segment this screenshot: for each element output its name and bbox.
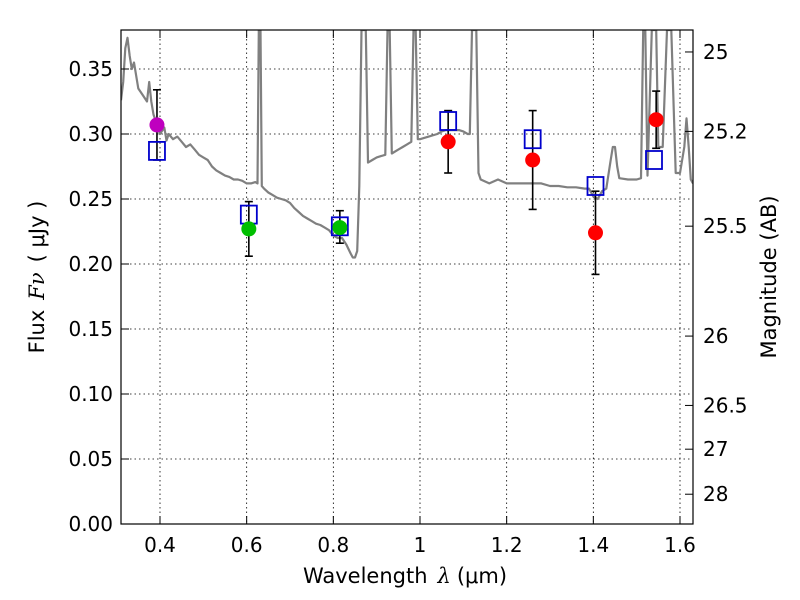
y-axis-label: FluxFν( μJy ) (25, 201, 49, 354)
model-box (523, 129, 542, 150)
y-tick-label: 0.10 (68, 382, 113, 406)
y-tick-label: 0.25 (68, 187, 113, 211)
grid (121, 30, 693, 524)
observed-point (648, 112, 664, 128)
y-tick-label: 0.15 (68, 317, 113, 341)
y-tick-label: 0.20 (68, 252, 113, 276)
model-box (645, 150, 663, 170)
y-tick-label: 0.35 (68, 57, 113, 81)
observed-points (149, 112, 664, 241)
observed-point (440, 134, 456, 150)
x-tick-label: 0.4 (144, 533, 176, 557)
right-axis-ticks: 25 25.2 25.5 26 26.5 27 28 (685, 40, 748, 506)
y-tick-label: 0.30 (68, 122, 113, 146)
x-tick-label: 1.4 (577, 533, 609, 557)
observed-point (525, 152, 541, 168)
observed-point (149, 117, 165, 133)
x-tick-label: 1.6 (664, 533, 696, 557)
y-axis-ticks: 0.00 0.05 0.10 0.15 0.20 0.25 0.30 0.35 (68, 57, 129, 536)
right-tick-label: 26 (703, 324, 728, 348)
right-tick-label: 25 (703, 40, 728, 64)
right-tick-label: 27 (703, 437, 728, 461)
observed-point (332, 220, 348, 236)
x-axis-label: Wavelength λ (μm) (303, 564, 507, 588)
right-tick-label: 25.2 (703, 119, 748, 143)
sed-model-curve (121, 30, 693, 259)
right-tick-label: 26.5 (703, 393, 748, 417)
x-tick-label: 1.2 (491, 533, 523, 557)
x-tick-label: 0.8 (317, 533, 349, 557)
model-box (439, 111, 458, 131)
x-tick-label: 0.6 (231, 533, 263, 557)
right-tick-label: 25.5 (703, 214, 748, 238)
model-box (148, 140, 166, 161)
model-box (330, 216, 349, 237)
x-axis-ticks: 0.4 0.6 0.8 1 1.2 1.4 1.6 (144, 30, 696, 557)
right-tick-label: 28 (703, 482, 728, 506)
y-tick-label: 0.00 (68, 512, 113, 536)
model-box (586, 176, 605, 196)
observed-point (588, 225, 603, 241)
y-tick-label: 0.05 (68, 447, 113, 471)
observed-point (241, 221, 257, 237)
plot-frame (120, 29, 694, 525)
right-axis-label: Magnitude (AB) (757, 195, 781, 358)
x-tick-label: 1 (414, 533, 427, 557)
